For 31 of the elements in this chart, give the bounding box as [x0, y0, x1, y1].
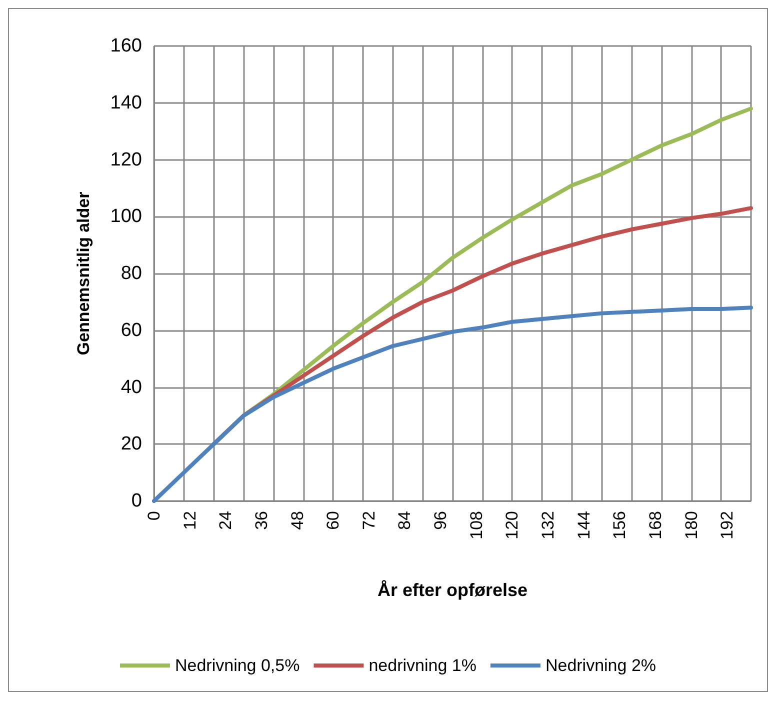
x-tick-label: 12 — [180, 511, 200, 530]
x-axis-title: År efter opførelse — [377, 580, 528, 600]
x-tick-label: 60 — [324, 511, 343, 530]
x-tick-label: 180 — [682, 511, 701, 540]
y-tick-label: 40 — [120, 376, 142, 398]
x-tick-label: 108 — [466, 511, 486, 540]
y-tick-label: 100 — [110, 206, 142, 228]
y-axis-title: Gennemsnitlig alder — [74, 191, 93, 356]
y-tick-label: 160 — [110, 36, 142, 56]
x-tick-label: 168 — [646, 511, 665, 540]
legend-label: nedrivning 1% — [368, 656, 476, 675]
x-tick-label: 120 — [502, 511, 522, 540]
x-tick-label: 156 — [610, 511, 630, 540]
y-tick-label: 20 — [120, 434, 142, 455]
legend-label: Nedrivning 2% — [545, 656, 656, 675]
x-tick-label: 24 — [216, 511, 236, 530]
x-tick-label: 132 — [538, 511, 558, 540]
x-tick-label: 0 — [144, 511, 164, 520]
x-tick-label: 36 — [252, 511, 271, 530]
x-tick-label: 72 — [359, 511, 378, 530]
y-tick-label: 120 — [110, 149, 142, 170]
x-tick-label: 84 — [395, 511, 414, 530]
y-tick-label: 80 — [120, 263, 142, 284]
x-tick-label: 192 — [718, 511, 737, 540]
x-tick-label: 48 — [288, 511, 307, 530]
y-tick-label: 140 — [110, 92, 142, 114]
y-tick-label: 0 — [131, 490, 142, 512]
legend-label: Nedrivning 0,5% — [174, 656, 300, 675]
x-tick-label: 144 — [574, 511, 594, 540]
x-tick-label: 96 — [431, 511, 450, 530]
y-tick-label: 60 — [120, 320, 142, 341]
